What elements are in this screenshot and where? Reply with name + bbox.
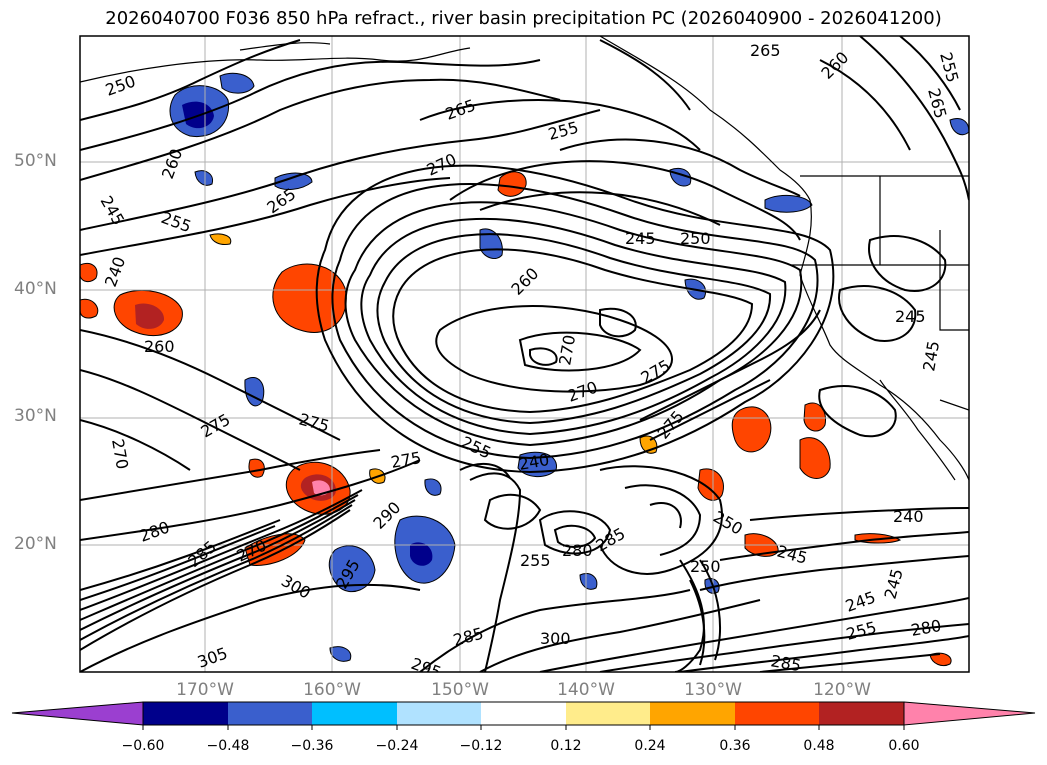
map-frame: [79, 35, 970, 673]
precip-patch: [731, 406, 772, 453]
precip-patch: [328, 545, 376, 592]
precip-patch: [135, 303, 165, 329]
colorbar-swatch: [143, 702, 228, 725]
contour-label: 285: [769, 651, 802, 675]
contour-label: 250: [680, 229, 711, 248]
colorbar-tick-label: −0.48: [206, 738, 250, 754]
precip-patch: [764, 194, 813, 213]
lon-label: 150°W: [431, 680, 489, 700]
lon-label: 140°W: [557, 680, 615, 700]
lat-label: 20°N: [14, 534, 57, 554]
precip-patch: [497, 171, 527, 197]
colorbar-swatch: [397, 702, 481, 725]
chart-title: 2026040700 F036 850 hPa refract., river …: [105, 8, 942, 29]
contour-label: 250: [690, 557, 721, 576]
colorbar-swatch: [735, 702, 819, 725]
colorbar-tick-label: 0.12: [550, 738, 582, 754]
precip-patch: [929, 652, 952, 667]
precip-patch: [424, 478, 442, 496]
colorbar-swatch: [819, 702, 904, 725]
colorbar: [11, 701, 1036, 730]
colorbar-tick-label: 0.60: [888, 738, 920, 754]
precip-patch: [803, 402, 827, 432]
contour-label: 255: [520, 551, 551, 570]
refractivity-contours: [80, 36, 969, 672]
lon-label: 130°W: [684, 680, 742, 700]
colorbar-tick-label: −0.60: [121, 738, 165, 754]
colorbar-tick-label: −0.24: [375, 738, 419, 754]
lat-label: 30°N: [14, 406, 57, 426]
lat-label: 40°N: [14, 279, 57, 299]
precip-patch: [219, 72, 255, 94]
precip-patch: [799, 437, 831, 479]
colorbar-tick-label: −0.12: [459, 738, 503, 754]
lon-label: 120°W: [813, 680, 871, 700]
precip-patch: [410, 542, 433, 566]
contour-label: 265: [750, 41, 781, 60]
precip-patch: [80, 263, 98, 283]
lon-label: 170°W: [176, 680, 234, 700]
colorbar-swatch: [481, 702, 566, 725]
contour-label: 260: [144, 337, 175, 356]
contour-label: 240: [893, 507, 924, 526]
colorbar-swatch: [566, 702, 650, 725]
contour-label: 245: [895, 307, 926, 326]
precip-patch: [579, 573, 598, 590]
colorbar-swatch: [650, 702, 735, 725]
colorbar-extend-high: [903, 701, 1036, 726]
colorbar-tick-label: −0.36: [290, 738, 334, 754]
coastlines: [80, 36, 969, 481]
colorbar-swatch: [312, 702, 397, 725]
lat-label: 50°N: [14, 151, 57, 171]
map-area: 250 260 265 270 255 265 255 245 240 260 …: [80, 36, 969, 675]
contour-label: 280: [562, 541, 593, 560]
precip-patch: [274, 172, 313, 190]
precip-patch: [209, 233, 232, 245]
precip-patch: [479, 228, 503, 259]
contour-label: 245: [625, 229, 656, 248]
lon-label: 160°W: [303, 680, 361, 700]
precip-patch: [248, 458, 265, 478]
precip-patch: [194, 170, 214, 186]
contour-label: 300: [540, 629, 571, 648]
colorbar-tick-label: 0.36: [719, 738, 751, 754]
precip-patch: [80, 298, 99, 319]
precip-patch: [949, 118, 969, 136]
colorbar-tick-label: 0.48: [803, 738, 835, 754]
colorbar-extend-low: [11, 701, 144, 726]
colorbar-swatch: [228, 702, 312, 725]
colorbar-tick-label: 0.24: [634, 738, 666, 754]
